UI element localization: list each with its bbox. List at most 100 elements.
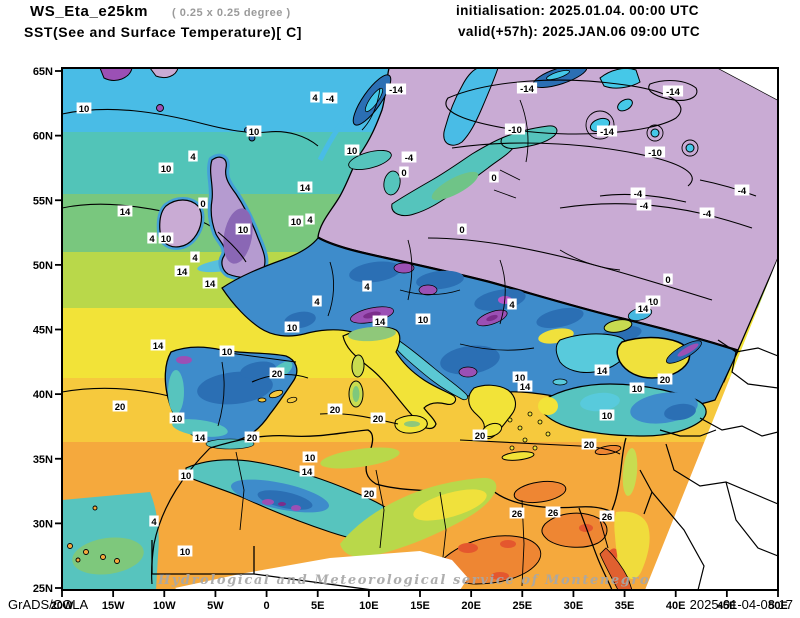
- contour-label-box: [190, 251, 200, 263]
- y-axis-tick-label: 30N: [33, 518, 53, 530]
- contour-label: -10: [648, 148, 662, 159]
- contour-label-box: [178, 469, 194, 481]
- x-axis-tick-label: 25E: [512, 600, 532, 612]
- contour-label-box: [401, 151, 417, 163]
- contour-label-box: [489, 171, 499, 183]
- x-axis-tick-label: 5E: [311, 600, 324, 612]
- contour-label-box: [644, 146, 666, 158]
- contour-label: 10: [181, 471, 192, 482]
- contour-label: -4: [634, 189, 643, 200]
- contour-label-box: [507, 298, 517, 310]
- contour-label-box: [219, 345, 235, 357]
- contour-label: 10: [291, 217, 302, 228]
- contour-label: 10: [602, 411, 613, 422]
- x-axis-tick-label: 5W: [207, 600, 224, 612]
- contour-label: 4: [307, 215, 313, 226]
- contour-label-box: [662, 85, 684, 97]
- contour-label: -14: [520, 84, 534, 95]
- contour-label: 26: [548, 508, 559, 519]
- contour-label: 4: [364, 282, 370, 293]
- y-axis-tick-label: 55N: [33, 195, 53, 207]
- contour-label-box: [344, 144, 360, 156]
- x-axis-tick-label: 35E: [615, 600, 635, 612]
- contour-label: -4: [326, 94, 335, 105]
- contour-label-box: [235, 223, 251, 235]
- valid-time: valid(+57h): 2025.JAN.06 09:00 UTC: [458, 24, 701, 39]
- contour-label: 20: [475, 431, 486, 442]
- contour-label: 14: [638, 304, 649, 315]
- contour-label: 14: [205, 279, 216, 290]
- watermark: Hydrological and Meteorological service …: [157, 573, 650, 588]
- contour-label: 20: [247, 433, 258, 444]
- turkey-anatolia: [538, 383, 707, 455]
- contour-label: 20: [373, 414, 384, 425]
- contour-label: 14: [195, 433, 206, 444]
- contour-label-box: [246, 125, 262, 137]
- contour-label-box: [192, 431, 208, 443]
- x-axis-tick-label: 15W: [102, 600, 125, 612]
- contour-label-box: [372, 315, 388, 327]
- variable-title: SST(See and Surface Temperature)[ C]: [24, 24, 303, 40]
- contour-label: 10: [180, 547, 191, 558]
- contour-label: 14: [177, 267, 188, 278]
- contour-label: 4: [149, 234, 155, 245]
- greece-aegean: [468, 384, 551, 461]
- sahara-borders: [151, 540, 378, 590]
- contour-label-box: [385, 83, 407, 95]
- contour-label: 10: [632, 384, 643, 395]
- y-axis-tick-label: 25N: [33, 583, 53, 595]
- y-axis-tick-label: 50N: [33, 260, 53, 272]
- contour-label-box: [596, 125, 618, 137]
- contour-label-box: [663, 273, 673, 285]
- x-axis-tick-label: 45E: [717, 600, 737, 612]
- contour-label-box: [117, 205, 133, 217]
- italy-adriatic: [257, 326, 468, 434]
- y-axis-tick-label: 65N: [33, 66, 53, 78]
- scandinavia-details: [99, 68, 588, 196]
- contour-label-box: [312, 295, 322, 307]
- contour-label: 10: [418, 315, 429, 326]
- contour-label: 20: [364, 489, 375, 500]
- y-axis-tick-label: 45N: [33, 325, 53, 337]
- contour-label: 20: [115, 402, 126, 413]
- contour-label: 4: [312, 93, 318, 104]
- contour-label-box: [147, 232, 157, 244]
- contour-label-box: [734, 184, 750, 196]
- contour-label-box: [244, 431, 260, 443]
- contour-label: -14: [600, 127, 614, 138]
- contour-label-box: [149, 515, 159, 527]
- contour-label-box: [174, 265, 190, 277]
- contour-label-box: [288, 215, 304, 227]
- contour-label: 10: [287, 323, 298, 334]
- contour-label-box: [457, 223, 467, 235]
- iberia: [164, 346, 298, 450]
- contour-label-box: [599, 510, 615, 522]
- contour-label-box: [297, 181, 313, 193]
- init-time: initialisation: 2025.01.04. 00:00 UTC: [456, 3, 699, 18]
- contour-label: 14: [120, 207, 131, 218]
- contour-label-box: [370, 412, 386, 424]
- contour-label: -4: [405, 153, 414, 164]
- contour-label-box: [322, 92, 338, 104]
- model-title: WS_Eta_e25km: [30, 3, 149, 20]
- contour-label: 0: [401, 168, 406, 179]
- middle-east-borders: [639, 339, 778, 590]
- contour-label: -10: [508, 125, 522, 136]
- contour-label: 26: [602, 512, 613, 523]
- contour-label: 14: [153, 341, 164, 352]
- contour-label-box: [150, 339, 166, 351]
- grads-credit: GrADS/COLA: [8, 597, 89, 612]
- contour-label-box: [76, 102, 92, 114]
- contour-label: 20: [330, 405, 341, 416]
- contour-label: 14: [375, 317, 386, 328]
- x-axis-tick-label: 30E: [564, 600, 584, 612]
- contour-label: -14: [389, 85, 403, 96]
- contour-label-box: [509, 507, 525, 519]
- contour-label: -14: [666, 87, 680, 98]
- y-axis: 65N 60N 55N 50N 45N 40N 35N 30N 25N: [33, 66, 62, 595]
- contour-label-box: [299, 465, 315, 477]
- contour-label-box: [284, 321, 300, 333]
- contour-label: 10: [222, 347, 233, 358]
- contour-label-box: [415, 313, 431, 325]
